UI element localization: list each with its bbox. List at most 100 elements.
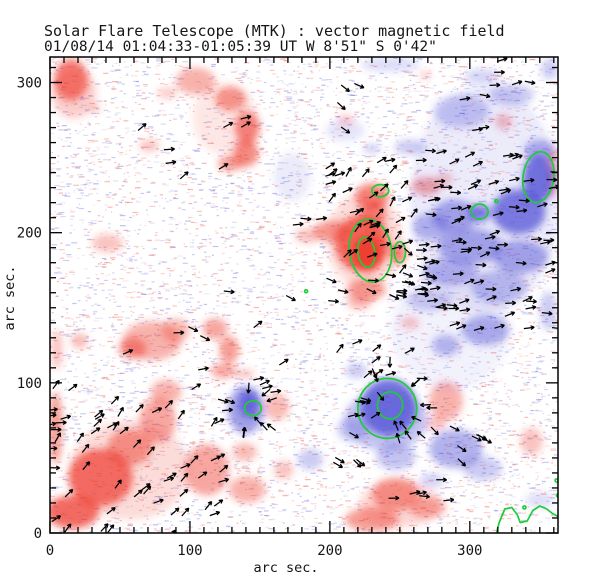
- noise-dash: [400, 477, 405, 479]
- noise-dash: [503, 385, 506, 387]
- noise-dash: [275, 293, 278, 296]
- noise-dash: [271, 317, 275, 319]
- noise-dash: [302, 61, 304, 63]
- noise-dash: [148, 397, 153, 399]
- noise-dash: [95, 265, 99, 267]
- noise-dash: [314, 163, 319, 165]
- noise-dash: [114, 411, 120, 413]
- noise-dash: [540, 281, 545, 283]
- noise-dash: [208, 178, 211, 180]
- noise-dash: [211, 378, 214, 380]
- noise-dash: [277, 216, 284, 218]
- noise-dash: [243, 229, 250, 231]
- noise-dash: [511, 361, 517, 363]
- noise-dash: [376, 138, 380, 140]
- noise-dash: [93, 303, 98, 305]
- noise-dash: [237, 300, 242, 303]
- noise-dash: [156, 313, 163, 316]
- noise-dash: [65, 273, 68, 275]
- noise-dash: [169, 163, 176, 165]
- noise-dash: [199, 433, 203, 435]
- noise-dash: [371, 341, 378, 343]
- noise-dash: [522, 313, 528, 315]
- noise-dash: [508, 480, 511, 482]
- noise-dash: [91, 67, 98, 69]
- noise-dash: [298, 213, 302, 215]
- noise-dash: [191, 309, 197, 311]
- noise-dash: [550, 342, 554, 344]
- noise-dash: [276, 194, 279, 196]
- noise-dash: [130, 310, 133, 312]
- noise-dash: [210, 350, 214, 352]
- noise-dash: [67, 484, 70, 486]
- noise-dash: [407, 116, 413, 118]
- noise-dash: [374, 106, 379, 108]
- noise-dash: [176, 513, 179, 515]
- noise-dash: [146, 131, 150, 133]
- noise-dash: [365, 116, 369, 118]
- noise-dash: [467, 414, 473, 417]
- noise-dash: [312, 309, 315, 311]
- noise-dash: [158, 293, 162, 295]
- noise-dash: [264, 395, 269, 397]
- noise-dash: [247, 178, 251, 180]
- noise-dash: [368, 382, 371, 384]
- noise-dash: [388, 110, 395, 112]
- noise-dash: [283, 90, 289, 92]
- noise-dash: [317, 262, 323, 264]
- noise-dash: [276, 419, 281, 421]
- noise-dash: [141, 157, 147, 159]
- noise-dash: [456, 79, 460, 81]
- noise-dash: [280, 226, 282, 228]
- noise-dash: [150, 182, 156, 184]
- noise-dash: [270, 496, 276, 498]
- noise-dash: [273, 447, 277, 449]
- noise-dash: [155, 154, 160, 156]
- noise-dash: [365, 349, 371, 351]
- noise-dash: [318, 403, 322, 405]
- noise-dash: [237, 353, 244, 355]
- noise-dash: [256, 472, 259, 474]
- noise-dash: [401, 475, 405, 477]
- noise-dash: [412, 75, 418, 77]
- noise-dash: [527, 344, 531, 346]
- noise-dash: [178, 96, 184, 98]
- noise-dash: [355, 356, 361, 358]
- noise-dash: [137, 124, 142, 126]
- noise-dash: [173, 294, 178, 297]
- noise-dash: [348, 357, 353, 359]
- noise-dash: [323, 302, 326, 304]
- noise-dash: [267, 221, 271, 223]
- noise-dash: [303, 518, 305, 520]
- noise-dash: [138, 159, 143, 161]
- noise-dash: [304, 101, 310, 103]
- noise-dash: [280, 381, 283, 383]
- noise-dash: [492, 486, 498, 488]
- noise-dash: [76, 356, 80, 358]
- noise-dash: [382, 86, 385, 88]
- noise-dash: [146, 191, 151, 193]
- noise-dash: [154, 239, 161, 241]
- noise-dash: [442, 474, 449, 476]
- noise-dash: [466, 484, 472, 486]
- noise-dash: [248, 180, 253, 182]
- noise-dash: [256, 71, 261, 73]
- noise-dash: [105, 194, 110, 196]
- noise-dash: [547, 404, 550, 406]
- noise-dash: [536, 307, 540, 309]
- noise-dash: [336, 193, 341, 195]
- noise-dash: [266, 154, 269, 156]
- noise-dash: [455, 62, 460, 64]
- noise-dash: [269, 125, 273, 127]
- noise-dash: [391, 96, 395, 98]
- noise-dash: [389, 81, 395, 83]
- noise-dash: [129, 324, 131, 326]
- noise-dash: [114, 114, 118, 116]
- noise-dash: [392, 123, 395, 125]
- noise-dash: [258, 156, 260, 158]
- noise-dash: [122, 107, 128, 109]
- noise-dash: [204, 204, 206, 206]
- noise-dash: [154, 73, 161, 75]
- noise-dash: [201, 406, 207, 408]
- noise-dash: [301, 153, 306, 155]
